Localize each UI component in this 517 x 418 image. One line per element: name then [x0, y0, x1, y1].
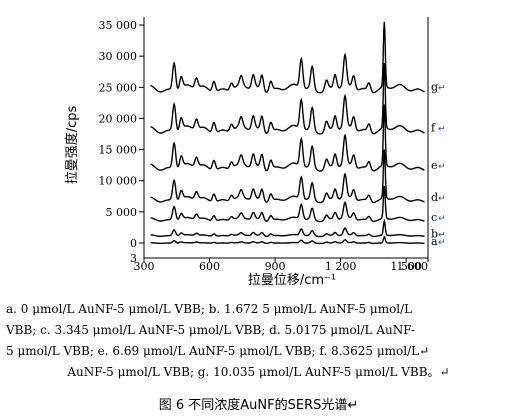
caption-line: 5 μmol/L VBB; e. 6.69 μmol/L AuNF-5 μmol…	[6, 344, 430, 358]
y-tick-label: 5 000	[106, 206, 138, 219]
y-tick-label: 25 000	[99, 81, 138, 94]
x-tick-label: 1 500	[390, 260, 422, 273]
y-tick-label: 10 000	[99, 175, 138, 188]
series-line-c	[150, 185, 425, 223]
x-tick-label: 300	[134, 260, 155, 273]
figure-caption: a. 0 μmol/L AuNF-5 μmol/L VBB; b. 1.672 …	[6, 299, 511, 383]
series-label-g: g	[431, 80, 438, 93]
y-tick-label: 3	[130, 252, 137, 265]
series-line-f	[150, 62, 425, 135]
series-line-d	[150, 149, 425, 204]
series-label-e: e	[431, 159, 438, 172]
caption-line: AuNF-5 μmol/L VBB; g. 10.035 μmol/L AuNF…	[67, 365, 450, 379]
series-line-e	[150, 104, 425, 172]
x-tick-label: 1 200	[325, 260, 357, 273]
x-tick-label: 1 600	[397, 260, 429, 273]
series-line-a	[150, 235, 425, 245]
caption-line: VBB; c. 3.345 μmol/L AuNF-5 μmol/L VBB; …	[6, 323, 416, 337]
return-mark-icon: ↵	[438, 124, 446, 134]
return-mark-icon: ↵	[438, 162, 446, 172]
y-tick-label: 20 000	[99, 112, 138, 125]
y-tick-label: 35 000	[99, 19, 138, 32]
return-mark-icon: ↵	[438, 238, 446, 248]
y-axis-title: 拉曼强度/cps	[64, 106, 80, 185]
series-label-d: d	[431, 191, 438, 204]
series-line-b	[150, 218, 425, 238]
series-label-b: b	[431, 227, 438, 240]
x-tick-label: 900	[265, 260, 286, 273]
return-mark-icon: ↵	[438, 214, 446, 224]
x-tick-label: 600	[199, 260, 220, 273]
series-label-a: a	[431, 235, 438, 248]
figure-title: 图 6 不同浓度AuNF的SERS光谱↵	[158, 398, 359, 413]
series-label-f: f	[431, 121, 436, 134]
series-line-g	[150, 21, 425, 94]
y-tick-label: 30 000	[99, 50, 138, 63]
return-mark-icon: ↵	[438, 230, 446, 240]
x-axis-title: 拉曼位移/cm⁻¹	[248, 273, 336, 288]
y-tick-label: 0	[130, 237, 137, 250]
plot-area: 0 5 000 10 000 15 000 20 000 25 000 30 000 35 0…	[99, 17, 446, 273]
series-label-c: c	[431, 211, 437, 224]
return-mark-icon: ↵	[438, 194, 446, 204]
caption-line: a. 0 μmol/L AuNF-5 μmol/L VBB; b. 1.672 …	[6, 302, 413, 316]
sers-chart: 0 5 000 10 000 15 000 20 000 25 000 30 000 35 0…	[64, 17, 446, 288]
y-tick-label: 15 000	[99, 144, 138, 157]
return-mark-icon: ↵	[438, 83, 446, 93]
